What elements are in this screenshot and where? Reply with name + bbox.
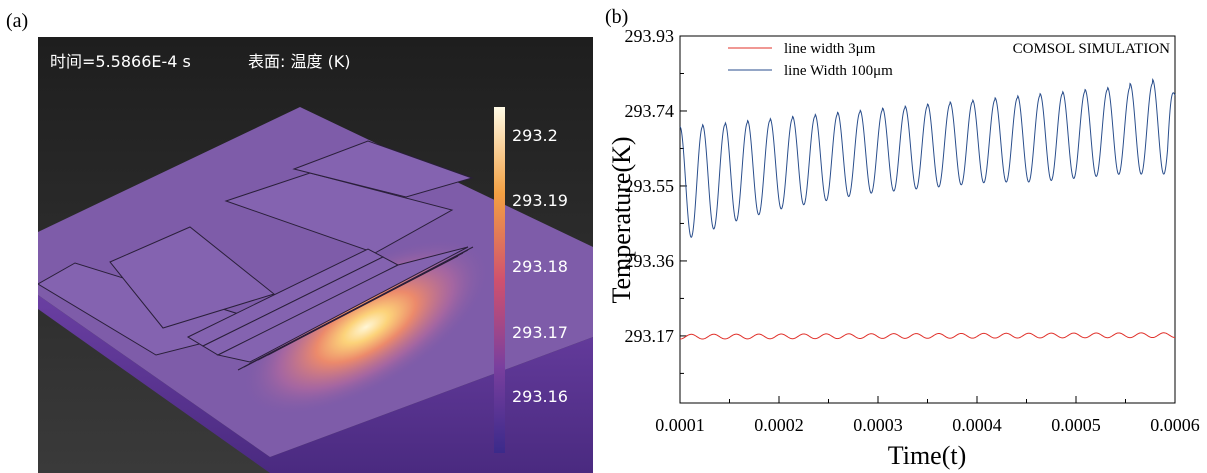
simulation-graphic (38, 37, 593, 473)
y-axis: 293.93 293.74 293.55 293.36 293.17 (625, 26, 687, 374)
x-tick-label: 0.0005 (1051, 415, 1101, 435)
x-tick-label: 0.0003 (853, 415, 903, 435)
plot-frame (679, 35, 1176, 404)
x-tick-label: 0.0001 (655, 415, 705, 435)
series-line-1 (679, 78, 1176, 238)
legend-label: line width 3μm (784, 41, 876, 57)
colorbar (494, 107, 505, 453)
x-tick-label: 0.0006 (1150, 415, 1200, 435)
chart-annotation: COMSOL SIMULATION (1013, 41, 1171, 57)
x-axis-title: Time(t) (888, 441, 967, 470)
x-axis: 0.0001 0.0002 0.0003 0.0004 0.0005 0.0006 (655, 396, 1200, 435)
legend-label: line Width 100μm (784, 63, 893, 79)
simulation-render: 时间=5.5866E-4 s 表面: 温度 (K) 293.2 293.19 2… (38, 37, 593, 473)
legend: line width 3μm line Width 100μm (728, 41, 893, 79)
colorbar-tick: 293.2 (512, 126, 558, 145)
x-tick-label: 0.0002 (754, 415, 804, 435)
colorbar-tick: 293.16 (512, 387, 568, 406)
y-tick-label: 293.17 (625, 326, 675, 346)
electrodes (38, 140, 474, 363)
y-tick-label: 293.36 (625, 251, 675, 271)
y-tick-label: 293.55 (625, 176, 675, 196)
colorbar-tick: 293.18 (512, 257, 568, 276)
y-tick-label: 293.93 (625, 26, 675, 46)
y-axis-title: Temperature(K) (607, 136, 636, 303)
colorbar-tick: 293.17 (512, 323, 568, 342)
heat-spot (242, 238, 490, 416)
y-tick-label: 293.74 (625, 101, 675, 121)
sim-time-label: 时间=5.5866E-4 s (50, 52, 191, 71)
panel-label-a: (a) (6, 10, 29, 32)
sim-surface-label: 表面: 温度 (K) (248, 52, 351, 71)
x-tick-label: 0.0004 (952, 415, 1002, 435)
colorbar-tick: 293.19 (512, 191, 568, 210)
plate-side (38, 295, 593, 473)
series-group (679, 78, 1176, 340)
electrode-lines (237, 246, 474, 371)
panel-label-b: (b) (605, 6, 629, 28)
series-line-0 (679, 332, 1176, 340)
